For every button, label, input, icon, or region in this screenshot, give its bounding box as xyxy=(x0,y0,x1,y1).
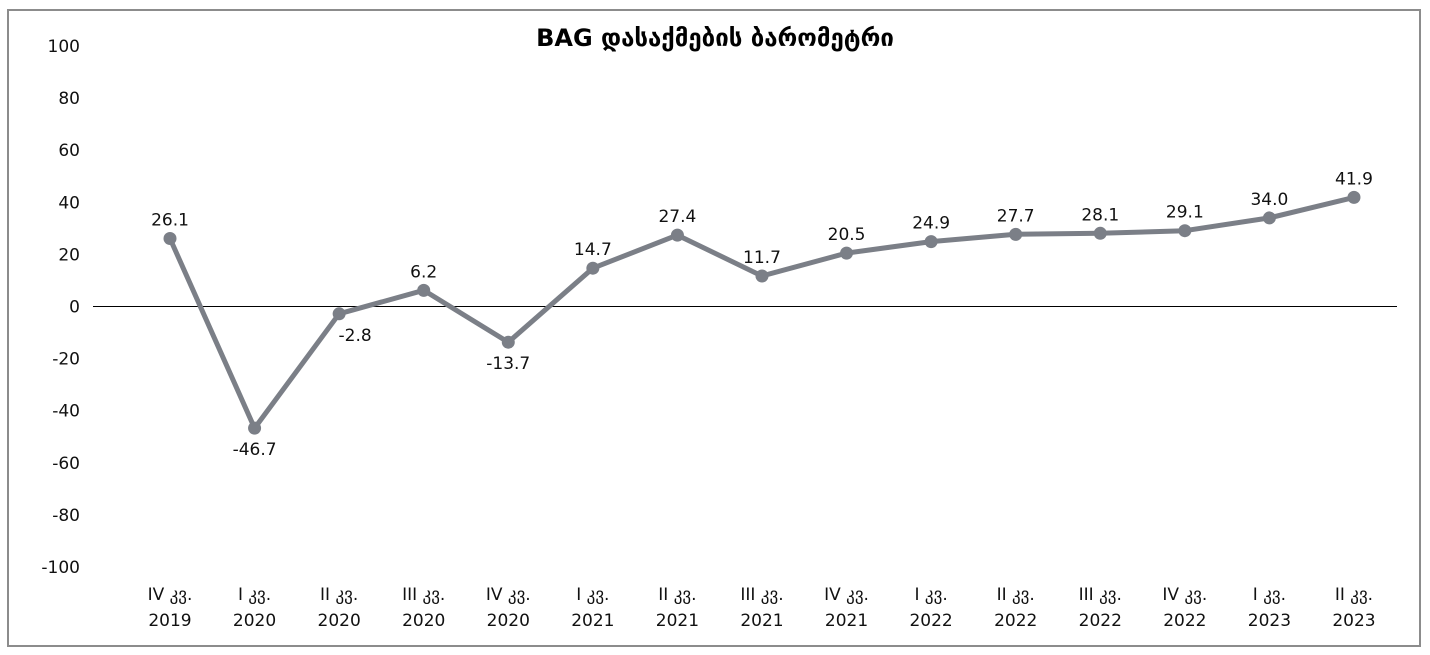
x-category-year: 2020 xyxy=(402,611,445,631)
y-tick-label: -80 xyxy=(52,506,80,526)
data-label: 29.1 xyxy=(1166,203,1204,223)
x-category-label: III კვ. xyxy=(402,585,445,605)
x-category-year: 2022 xyxy=(994,611,1037,631)
data-label: -13.7 xyxy=(486,354,530,374)
data-label: 41.9 xyxy=(1335,169,1373,189)
data-point xyxy=(840,246,854,260)
y-tick-label: 40 xyxy=(58,193,80,213)
x-category-year: 2021 xyxy=(656,611,699,631)
x-category-year: 2022 xyxy=(909,611,952,631)
data-label: 11.7 xyxy=(743,248,781,268)
series-line xyxy=(167,194,1357,431)
y-tick-label: -60 xyxy=(52,454,80,474)
data-point xyxy=(501,335,515,349)
data-point xyxy=(1178,224,1192,238)
x-category-year: 2021 xyxy=(825,611,868,631)
x-category-label: III კვ. xyxy=(1079,585,1122,605)
data-label: 14.7 xyxy=(574,240,612,260)
data-label: -2.8 xyxy=(339,326,372,346)
data-point xyxy=(1093,226,1107,240)
y-tick-label: 20 xyxy=(58,245,80,265)
data-point xyxy=(1262,211,1276,225)
x-category-label: IV კვ. xyxy=(824,585,869,605)
data-point xyxy=(417,283,431,297)
data-point xyxy=(163,232,177,246)
x-category-label: IV კვ. xyxy=(486,585,531,605)
data-point xyxy=(248,421,262,435)
data-point xyxy=(1347,190,1361,204)
chart-title: BAG დასაქმების ბარომეტრი xyxy=(536,24,894,52)
data-point xyxy=(670,228,684,242)
x-category-year: 2020 xyxy=(233,611,276,631)
x-category-year: 2020 xyxy=(318,611,361,631)
data-label: 26.1 xyxy=(151,211,189,231)
x-category-label: III კვ. xyxy=(740,585,783,605)
y-tick-label: 0 xyxy=(69,298,80,318)
y-tick-label: 60 xyxy=(58,141,80,161)
x-category-year: 2022 xyxy=(1079,611,1122,631)
y-tick-label: -100 xyxy=(41,558,80,578)
data-label: 20.5 xyxy=(828,225,866,245)
x-category-label: I კვ. xyxy=(915,585,948,605)
data-point xyxy=(755,269,769,283)
data-label: 28.1 xyxy=(1081,205,1119,225)
x-category-label: II კვ. xyxy=(997,585,1035,605)
x-category-label: I კვ. xyxy=(1253,585,1286,605)
data-label: 24.9 xyxy=(912,214,950,234)
data-point xyxy=(332,307,346,321)
data-label: -46.7 xyxy=(233,440,277,460)
x-category-label: IV კვ. xyxy=(1162,585,1207,605)
y-tick-label: 80 xyxy=(58,89,80,109)
chart-frame xyxy=(7,9,1421,647)
x-category-year: 2021 xyxy=(740,611,783,631)
x-category-label: II კვ. xyxy=(320,585,358,605)
y-tick-label: -40 xyxy=(52,402,80,422)
x-category-label: II კვ. xyxy=(1335,585,1373,605)
data-point xyxy=(586,261,600,275)
data-label: 27.7 xyxy=(997,206,1035,226)
data-label: 34.0 xyxy=(1250,190,1288,210)
data-point xyxy=(924,235,938,249)
x-category-label: I კვ. xyxy=(238,585,271,605)
data-label: 6.2 xyxy=(410,262,437,282)
x-category-label: IV კვ. xyxy=(148,585,193,605)
x-category-year: 2020 xyxy=(487,611,530,631)
x-category-year: 2021 xyxy=(571,611,614,631)
x-category-year: 2023 xyxy=(1248,611,1291,631)
x-category-year: 2019 xyxy=(148,611,191,631)
x-category-label: II კვ. xyxy=(658,585,696,605)
x-category-year: 2022 xyxy=(1163,611,1206,631)
y-tick-label: 100 xyxy=(48,37,80,57)
data-point xyxy=(1009,227,1023,241)
y-tick-label: -20 xyxy=(52,350,80,370)
x-category-label: I კვ. xyxy=(576,585,609,605)
data-label: 27.4 xyxy=(658,207,696,227)
x-category-year: 2023 xyxy=(1332,611,1375,631)
